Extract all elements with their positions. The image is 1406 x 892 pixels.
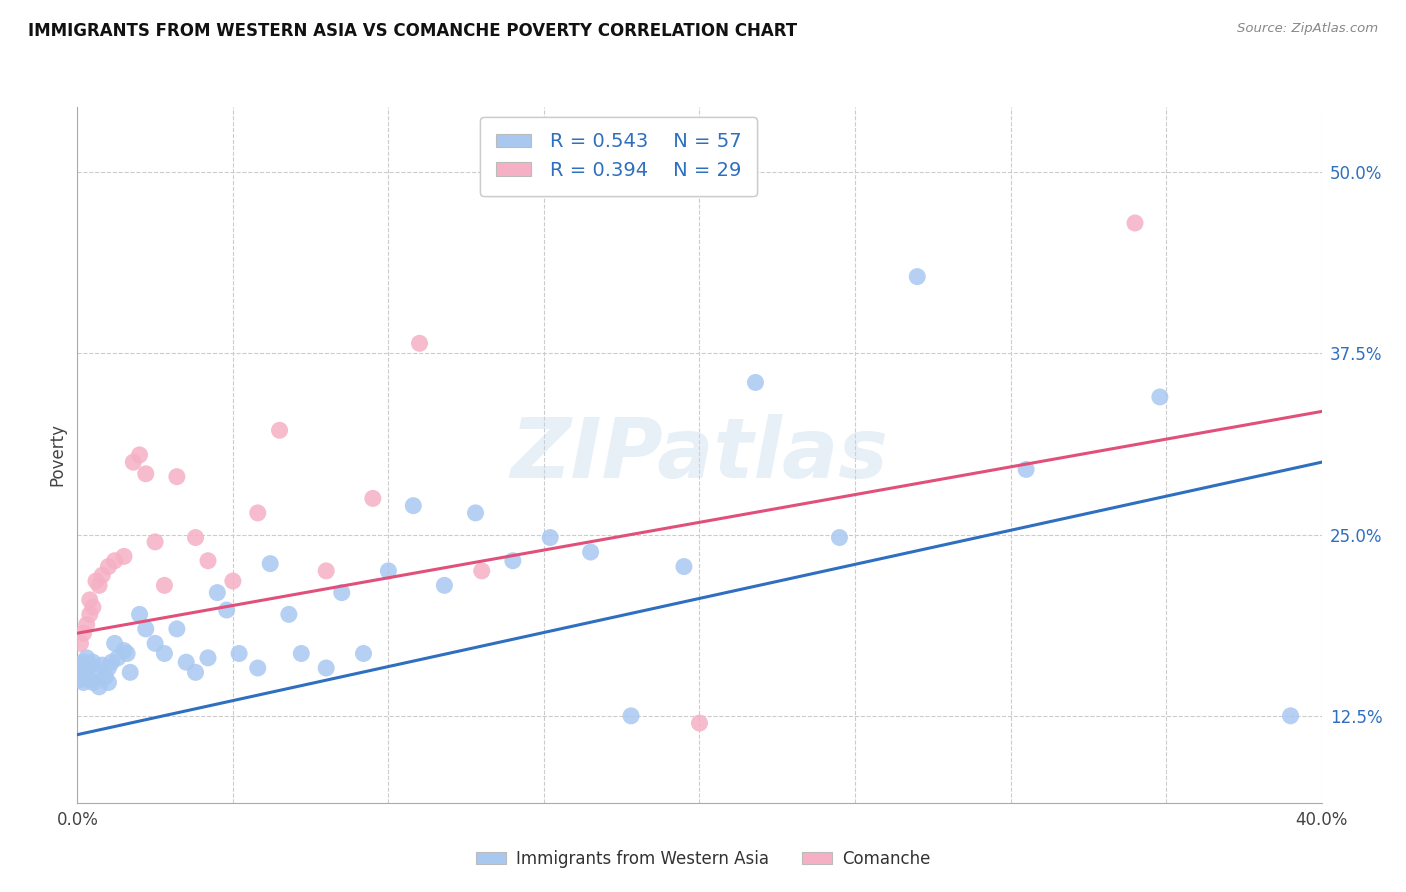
Point [143,535,166,549]
Point [620,708,643,723]
Point [143,636,166,650]
Point [94,670,117,684]
Point [502,554,524,568]
Point [672,559,695,574]
Point [377,564,399,578]
Point [112,643,135,657]
Point [828,531,851,545]
Point [87,578,110,592]
Point [76,651,98,665]
Point [153,578,176,592]
Point [689,716,711,731]
Point [744,376,766,390]
Point [538,531,561,545]
Point [197,554,219,568]
Legend: R = 0.543    N = 57, R = 0.394    N = 29: R = 0.543 N = 57, R = 0.394 N = 29 [479,117,758,195]
Point [153,647,176,661]
Point [135,622,157,636]
Point [228,647,250,661]
Point [79,593,101,607]
Point [330,585,353,599]
Point [402,499,425,513]
Point [72,665,94,680]
Point [315,661,337,675]
Point [84,665,107,680]
Point [290,647,312,661]
Point [79,673,101,687]
Point [1279,708,1302,723]
Point [69,636,91,650]
Point [104,636,127,650]
Point [408,336,430,351]
Point [91,658,114,673]
Point [353,647,375,661]
Point [579,545,602,559]
Point [84,574,107,588]
Point [79,607,101,622]
Point [215,603,238,617]
Point [1015,462,1038,476]
Point [112,549,135,564]
Point [97,661,120,675]
Point [464,506,486,520]
Point [905,269,928,284]
Point [91,568,114,582]
Point [69,658,91,673]
Point [120,665,142,680]
Point [97,559,120,574]
Point [82,600,104,615]
Point [72,626,94,640]
Point [207,585,229,599]
Point [107,651,129,665]
Point [361,491,384,506]
Point [82,655,104,669]
Text: IMMIGRANTS FROM WESTERN ASIA VS COMANCHE POVERTY CORRELATION CHART: IMMIGRANTS FROM WESTERN ASIA VS COMANCHE… [28,22,797,40]
Point [128,448,150,462]
Point [122,455,145,469]
Point [246,661,269,675]
Point [69,665,91,680]
Text: ZIPatlas: ZIPatlas [510,415,889,495]
Point [69,673,91,687]
Point [1123,216,1146,230]
Point [166,469,188,483]
Point [1149,390,1171,404]
Point [72,675,94,690]
Point [72,655,94,669]
Point [128,607,150,622]
Point [197,651,219,665]
Point [222,574,245,588]
Point [166,622,188,636]
Point [115,647,138,661]
Point [259,557,281,571]
Point [97,675,120,690]
Point [315,564,337,578]
Point [184,531,207,545]
Legend: Immigrants from Western Asia, Comanche: Immigrants from Western Asia, Comanche [470,844,936,875]
Point [100,655,122,669]
Point [277,607,299,622]
Point [76,617,98,632]
Point [87,680,110,694]
Text: Source: ZipAtlas.com: Source: ZipAtlas.com [1237,22,1378,36]
Point [135,467,157,481]
Point [433,578,456,592]
Y-axis label: Poverty: Poverty [48,424,66,486]
Point [184,665,207,680]
Point [79,658,101,673]
Point [269,423,291,437]
Point [104,554,127,568]
Point [471,564,494,578]
Point [174,655,197,669]
Point [76,661,98,675]
Point [246,506,269,520]
Point [82,675,104,690]
